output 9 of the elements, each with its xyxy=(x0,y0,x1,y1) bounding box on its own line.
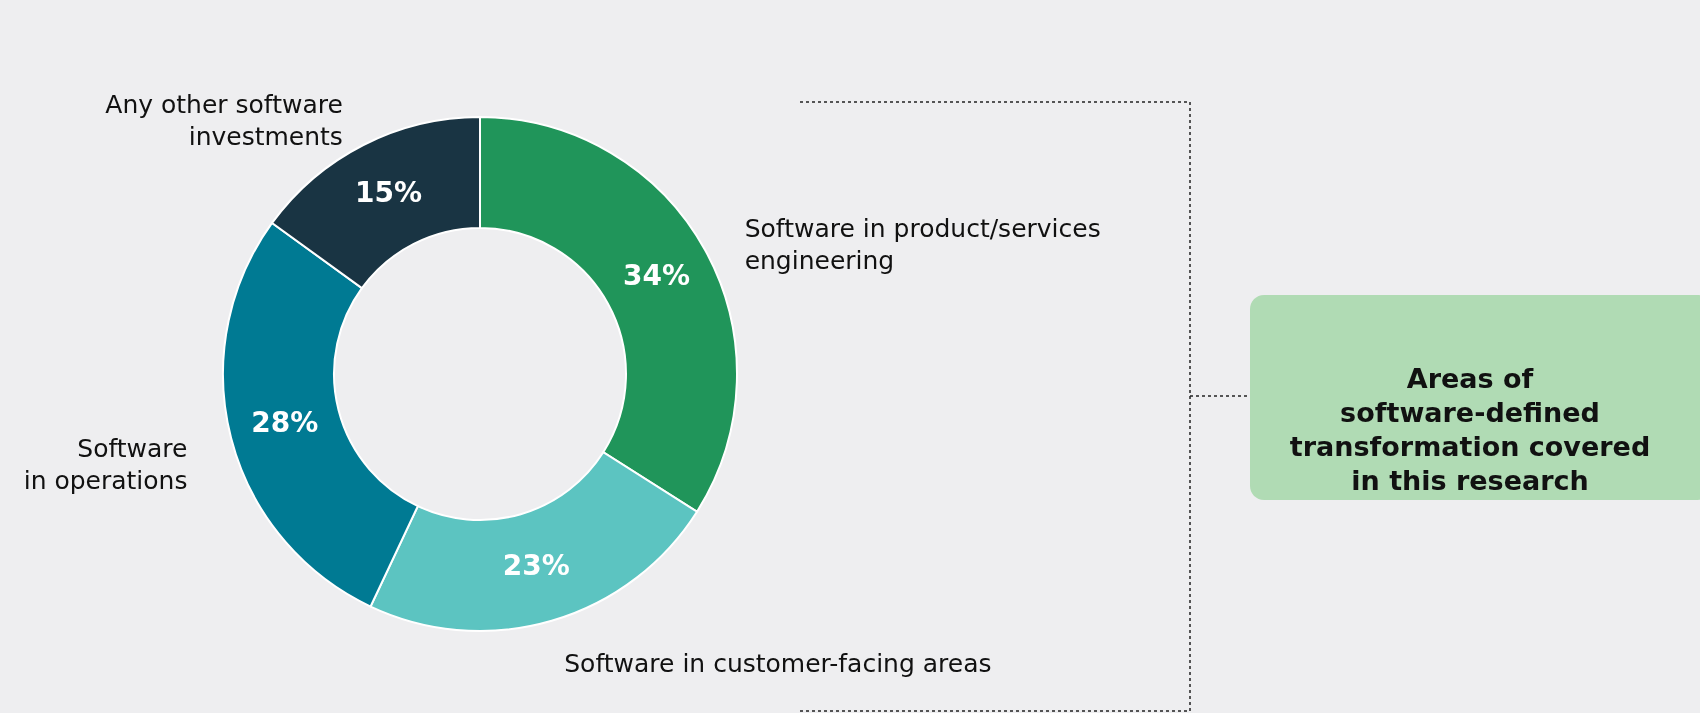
text: Areas of software-defined transformation covered in this research xyxy=(1289,363,1651,496)
data-label: 28% xyxy=(251,406,319,440)
data-label: 15% xyxy=(355,176,423,210)
slice-label: Software in operations xyxy=(23,434,188,496)
slice-label: Software in product/services engineering xyxy=(744,213,1101,275)
slice-label: Software in customer-facing areas xyxy=(564,649,992,679)
data-label: 34% xyxy=(623,258,691,292)
slice-label: Any other software investments xyxy=(105,89,343,151)
data-label: 23% xyxy=(502,549,570,583)
